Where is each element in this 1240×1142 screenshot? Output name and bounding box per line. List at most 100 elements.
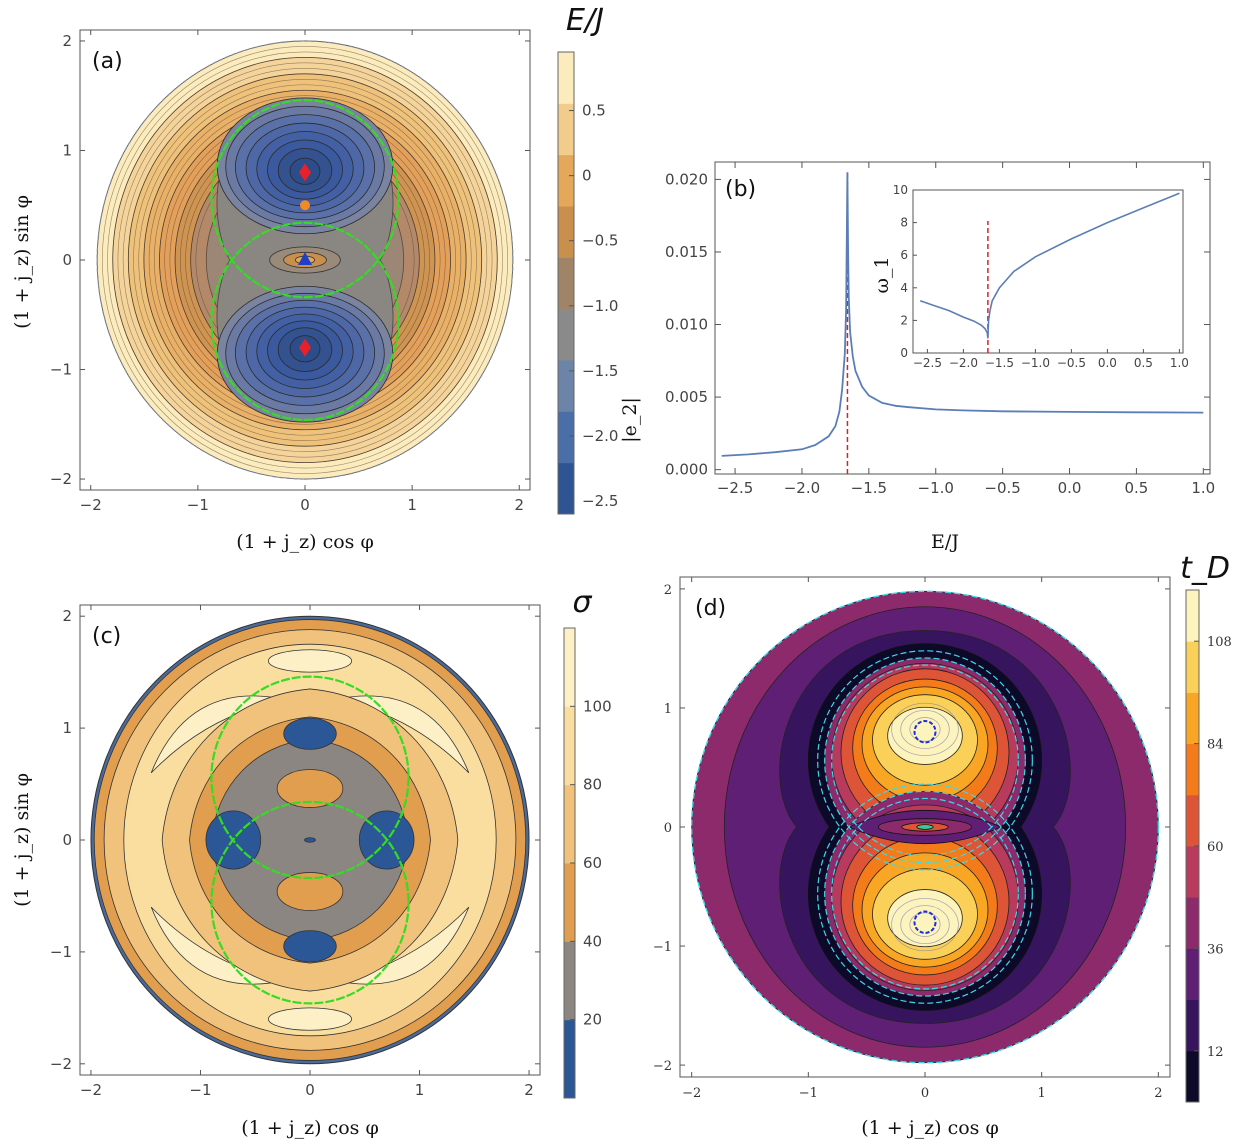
energy-contour-line [128,73,482,447]
blue-dashed-circle [913,720,937,744]
x-tick-label: −2 [80,496,102,514]
colorbar-swatch [1186,743,1199,796]
colorbar-swatch [564,1019,575,1099]
inset-x-tick-label: −2.5 [913,356,942,370]
colorbar-swatch [1186,846,1199,898]
colorbar-tick-label: −2.0 [582,427,618,445]
y-tick-label: 0 [62,251,72,269]
colorbar-swatch [558,308,574,361]
colorbar-swatch [558,103,574,156]
cyan-dashed-circle [817,650,1033,871]
colorbar-tick-label: 0 [582,167,592,185]
colorbar-tick-label: 108 [1207,635,1232,650]
colorbar-tick-label: 20 [583,1011,602,1029]
panel-d-colorbar: 12 36 60 84 108 [1185,589,1232,1103]
energy-contour-line [112,57,498,463]
orange-circle-marker [300,200,310,211]
colorbar-tick-label: −0.5 [582,232,618,250]
colorbar-swatch [1186,692,1199,745]
panel-b-inset-frame [912,189,1184,354]
x-tick-label: −1 [189,1081,211,1099]
x-tick-label: 2 [524,1081,534,1099]
colorbar-tick-label: 100 [583,697,612,715]
energy-contour-line [138,84,472,436]
green-separatrix-circle [210,675,410,880]
panel-c-colorbar: 20 40 60 80 100 [563,627,612,1099]
energy-contour-line [133,78,477,442]
x-tick-label: 0.0 [1058,479,1082,497]
panel-b-inset: −2.5 −2.0 −1.5 −1.0 −0.5 0.0 0.5 1.0 0 2 4 6 8 10 [893,183,1189,370]
colorbar-swatch [1186,1050,1199,1103]
panel-b-plot: −2.5 −2.0 −1.5 −1.0 −0.5 0.0 0.5 1.0 0.000 0.005 0… [665,162,1215,497]
colorbar-tick-label: 84 [1207,738,1224,753]
panel-d-ticks: −2 −1 0 1 2 −2 −1 0 1 2 [653,577,1170,1101]
td-inner-contour [909,717,941,742]
panel-c-overlays [210,675,410,1005]
inset-y-tick-label: 6 [900,248,908,262]
cyan-dashed-circle [831,797,1019,990]
y-tick-label: 0.000 [665,461,708,479]
colorbar-swatch [1186,948,1199,1001]
y-tick-label: 0.010 [665,316,708,334]
td-inner-contour [891,702,959,756]
x-tick-label: 2 [1154,1086,1162,1101]
boundary-dashed-circle [96,40,514,480]
y-tick-label: 0 [62,831,72,849]
inset-y-tick-label: 4 [900,281,908,295]
sigma-orange-blob [276,769,344,808]
colorbar-tick-label: −1.0 [582,297,618,315]
panel-a-xlabel: (1 + j_z) cos φ [236,531,374,553]
panel-c-label: (c) [92,624,121,649]
colorbar-swatch [1186,897,1199,949]
panel-b-ylabel: |e_2| [619,397,641,443]
panel-b-label: (b) [725,177,756,202]
colorbar-swatch [564,628,575,707]
td-central-dot [916,824,934,830]
y-tick-label: −2 [653,1059,672,1074]
colorbar-swatch [558,52,574,104]
panel-c-colorbar-title: σ [572,585,592,620]
panel-c-contours [90,615,530,1065]
energy-contour-line [107,51,503,469]
green-separatrix-circle [210,98,400,299]
cyan-dashed-circle [817,783,1033,1004]
inset-y-tick-label: 10 [893,183,908,197]
colorbar-swatch [558,411,574,464]
y-tick-label: 1 [62,141,72,159]
sigma-orange-blob [276,872,344,911]
y-tick-label: 0.020 [665,170,708,188]
colorbar-tick-label: −2.5 [582,492,618,510]
colorbar-tick-label: 12 [1207,1045,1224,1060]
inset-y-tick-label: 0 [900,346,908,360]
panel-d-overlays [690,590,1160,1064]
colorbar-swatch [564,941,575,1021]
x-tick-label: −1.5 [851,479,887,497]
panel-b-inset-ylabel: ω_1 [871,256,893,293]
inset-x-tick-label: 1.0 [1170,356,1189,370]
panel-a: −2 −1 0 1 2 −2 −1 0 1 2 (a) (1 + j_z) cos φ (1 + … [11,3,618,553]
colorbar-frame [557,51,575,515]
inset-x-tick-label: 0.0 [1098,356,1117,370]
y-tick-label: 0 [664,821,672,836]
cyan-dashed-circle [824,657,1026,864]
x-tick-label: 0.5 [1124,479,1148,497]
sigma-blue-dot [304,837,316,843]
y-tick-label: −1 [50,361,72,379]
y-tick-label: 2 [664,583,672,598]
x-tick-label: 0 [921,1086,929,1101]
y-tick-label: −2 [50,1055,72,1073]
inset-x-tick-label: −1.0 [1021,356,1050,370]
inset-x-tick-label: 0.5 [1134,356,1153,370]
x-tick-label: 0 [300,496,310,514]
panel-a-ticks: −2 −1 0 1 2 −2 −1 0 1 2 [50,30,530,514]
omega1-series-line [919,192,1180,339]
energy-contour-line [117,62,493,458]
x-tick-label: −1 [187,496,209,514]
blue-dashed-circle [913,910,937,934]
x-tick-label: 0 [305,1081,315,1099]
colorbar-swatch [564,863,575,942]
colorbar-swatch [564,706,575,786]
td-boundary-circle [690,590,1160,1064]
energy-contour-line [102,46,508,474]
x-tick-label: 2 [515,496,525,514]
